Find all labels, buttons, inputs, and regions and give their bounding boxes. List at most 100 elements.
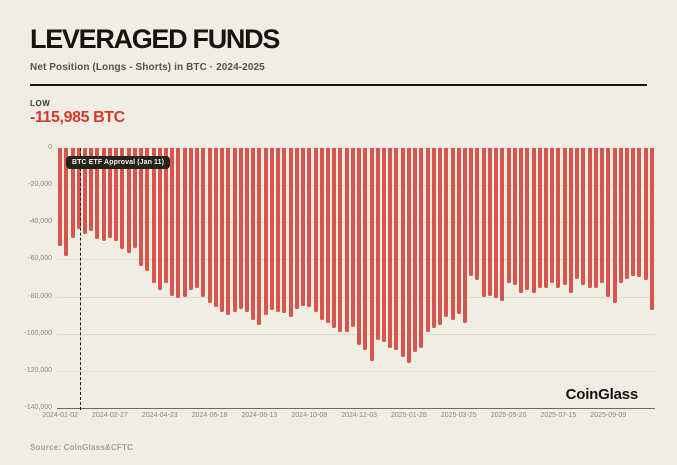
bar-2025-04-22 — [481, 148, 486, 298]
bar-series — [57, 148, 655, 408]
bar-2024-12-31 — [382, 148, 387, 343]
page-subtitle: Net Position (Longs - Shorts) in BTC · 2… — [30, 62, 265, 73]
bar-2024-07-30 — [244, 148, 249, 313]
bar-2025-01-14 — [394, 148, 399, 351]
bar-2024-05-28 — [188, 148, 193, 291]
bar-2024-04-16 — [151, 148, 156, 284]
x-tick-label: 2025-03-25 — [440, 412, 477, 419]
bar-2024-09-17 — [288, 148, 293, 318]
x-tick-label: 2024-01-02 — [42, 412, 78, 419]
bar-2024-07-23 — [238, 148, 243, 309]
bar-2024-12-03 — [357, 148, 362, 346]
bar-2025-04-01 — [463, 148, 467, 324]
bar-2025-05-13 — [500, 148, 505, 301]
y-tick-label: -100,000 — [24, 329, 52, 337]
bar-2024-02-20 — [101, 148, 106, 241]
x-tick-label: 2024-10-08 — [291, 412, 328, 419]
x-tick-label: 2024-02-27 — [91, 412, 128, 419]
bar-2024-06-25 — [213, 148, 218, 308]
bar-2024-07-02 — [220, 148, 225, 313]
x-axis-line — [57, 408, 655, 409]
bar-2024-01-02 — [58, 148, 63, 246]
bar-2024-04-23 — [157, 148, 162, 291]
bar-2025-05-20 — [506, 148, 511, 283]
bar-2024-02-13 — [95, 148, 100, 239]
bar-2025-07-01 — [543, 148, 548, 289]
bar-2025-06-24 — [537, 148, 542, 288]
bar-2024-12-24 — [375, 148, 380, 341]
y-axis: 0 -20,000 -40,000 -60,000 -80,000 -100,000 -12… — [0, 144, 52, 411]
bar-2025-01-07 — [388, 148, 393, 349]
x-tick-label: 2025-05-20 — [490, 412, 527, 419]
bar-2025-08-12 — [581, 148, 586, 286]
bar-2024-01-23 — [76, 148, 81, 229]
bar-2024-01-16 — [70, 148, 75, 238]
bar-2025-07-08 — [550, 148, 555, 284]
bar-2025-01-21 — [400, 148, 405, 358]
gridline — [57, 222, 655, 224]
gridline — [57, 148, 655, 149]
bar-2025-02-18 — [425, 148, 430, 333]
bar-2024-12-10 — [363, 148, 368, 351]
bar-2025-07-15 — [556, 148, 561, 288]
bar-2024-06-04 — [195, 148, 200, 288]
x-tick-label: 2024-06-18 — [191, 412, 228, 419]
etf-approval-dashed-line — [80, 148, 81, 410]
bar-2025-08-19 — [587, 148, 592, 288]
bar-2025-04-08 — [469, 148, 474, 276]
x-tick-label: 2024-08-13 — [241, 412, 278, 419]
bar-2024-04-02 — [139, 148, 144, 266]
bar-2024-03-12 — [120, 148, 125, 249]
low-stat-label: LOW — [30, 99, 51, 108]
bar-2024-12-17 — [369, 148, 374, 361]
gridline — [57, 185, 655, 187]
x-tick-label: 2024-12-03 — [341, 412, 377, 419]
bar-2024-10-22 — [319, 148, 324, 321]
bar-2025-10-14 — [637, 148, 642, 278]
bar-2024-09-10 — [282, 148, 287, 314]
bar-2025-03-11 — [444, 148, 449, 318]
bar-2024-03-26 — [132, 148, 137, 248]
bar-2024-08-20 — [263, 148, 268, 316]
bar-2024-05-21 — [182, 148, 187, 298]
bar-2025-03-18 — [450, 148, 455, 321]
bar-2024-02-06 — [89, 148, 94, 231]
bar-2025-08-26 — [593, 148, 598, 289]
y-tick-label: -120,000 — [24, 366, 52, 374]
bar-2025-02-25 — [431, 148, 436, 329]
net-position-bar-chart: BTC ETF Approval (Jan 11) — [57, 148, 655, 410]
page-title: LEVERAGED FUNDS — [30, 24, 280, 54]
bar-2024-11-26 — [350, 148, 355, 328]
bar-2024-05-14 — [176, 148, 181, 299]
bar-2025-10-07 — [631, 148, 636, 276]
bar-2025-09-30 — [624, 148, 629, 279]
bar-2024-07-16 — [232, 148, 237, 313]
gridline — [57, 259, 655, 261]
bar-2025-04-29 — [487, 148, 492, 296]
bar-2024-01-09 — [64, 148, 69, 256]
bar-2024-10-29 — [325, 148, 330, 324]
bar-2024-01-30 — [83, 148, 88, 234]
bar-2024-09-24 — [294, 148, 299, 309]
coinglass-logo: CoinGlass — [565, 386, 639, 403]
x-tick-label: 2024-04-23 — [141, 412, 178, 419]
bar-2024-06-11 — [201, 148, 206, 298]
bar-2025-09-16 — [612, 148, 617, 304]
bar-2025-06-10 — [525, 148, 530, 291]
bar-2025-06-03 — [519, 148, 524, 294]
bar-2024-05-07 — [170, 148, 175, 296]
bar-2025-08-05 — [575, 148, 580, 279]
bar-2024-03-19 — [126, 148, 131, 253]
low-stat-value: -115,985 BTC — [30, 109, 125, 126]
bar-2024-10-15 — [313, 148, 318, 313]
gridline — [57, 370, 655, 372]
y-tick-label: -140,000 — [24, 404, 52, 411]
etf-approval-annotation: BTC ETF Approval (Jan 11) — [66, 156, 171, 169]
bar-2024-09-03 — [276, 148, 281, 313]
bar-2024-08-27 — [269, 148, 274, 311]
y-tick-label: -60,000 — [28, 255, 52, 263]
bar-2024-02-27 — [107, 148, 112, 238]
bar-2025-01-28 — [406, 148, 411, 364]
bar-2024-11-05 — [332, 148, 337, 329]
